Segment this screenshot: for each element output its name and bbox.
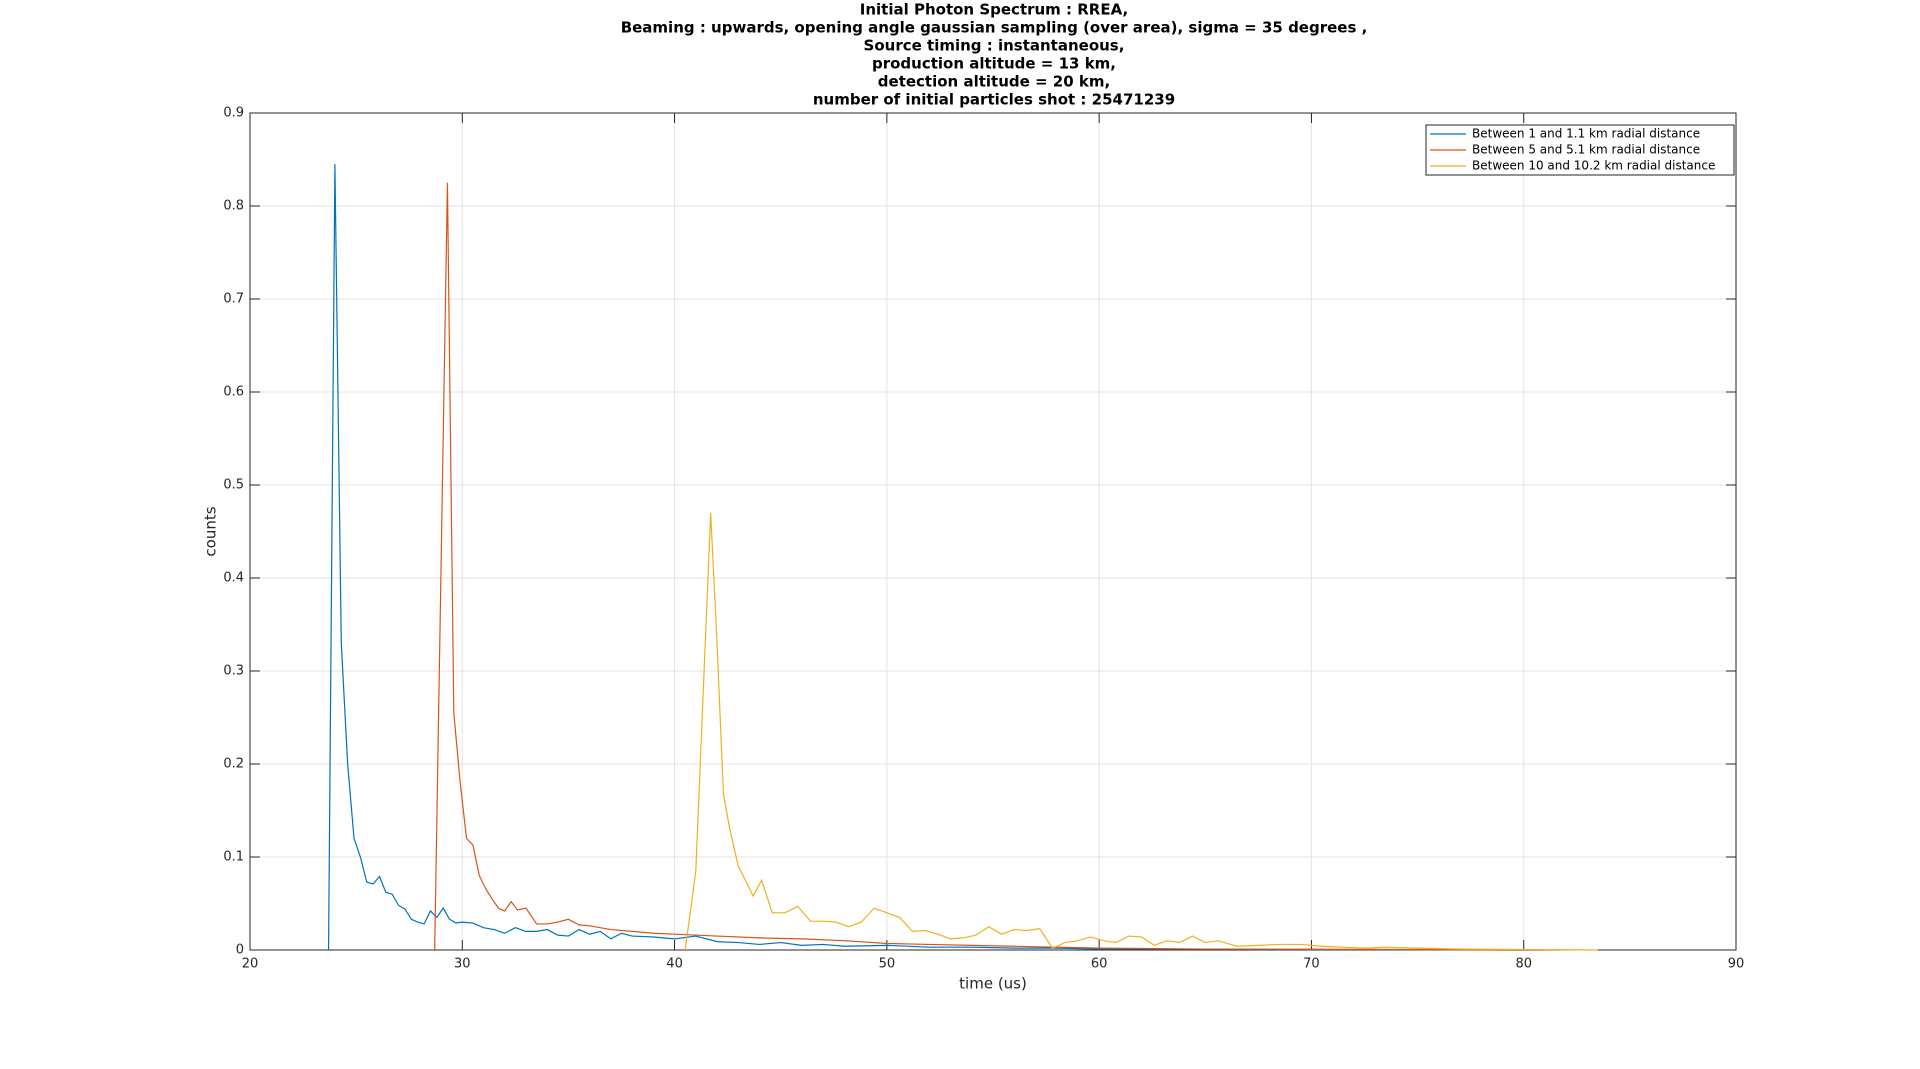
plot-area <box>250 113 1736 950</box>
y-tick-label: 0.7 <box>223 292 244 307</box>
y-tick-label: 0.2 <box>223 757 244 772</box>
x-tick-label: 50 <box>879 957 896 972</box>
y-tick-label: 0.4 <box>223 571 244 586</box>
data-line <box>434 182 1514 951</box>
x-tick-label: 40 <box>666 957 683 972</box>
legend-label: Between 10 and 10.2 km radial distance <box>1472 159 1715 173</box>
y-tick-label: 0.5 <box>223 478 244 493</box>
y-tick-label: 0.1 <box>223 850 244 865</box>
x-tick-label: 60 <box>1091 957 1108 972</box>
x-tick-label: 90 <box>1728 957 1745 972</box>
x-tick-label: 70 <box>1303 957 1320 972</box>
chart-title: Initial Photon Spectrum : RREA, <box>860 1 1128 19</box>
legend: Between 1 and 1.1 km radial distance Betw… <box>1425 124 1735 176</box>
y-tick-label: 0.9 <box>223 106 244 121</box>
plot-frame <box>249 112 1737 951</box>
legend-label: Between 5 and 5.1 km radial distance <box>1472 143 1700 157</box>
chart-title: production altitude = 13 km, <box>872 55 1116 73</box>
x-tick-label: 80 <box>1515 957 1532 972</box>
data-line <box>327 164 1514 951</box>
legend-label: Between 1 and 1.1 km radial distance <box>1472 127 1700 141</box>
x-axis-label: time (us) <box>959 975 1027 993</box>
y-tick-label: 0.3 <box>223 664 244 679</box>
x-tick-label: 30 <box>454 957 471 972</box>
y-tick-label: 0.6 <box>223 385 244 400</box>
chart-title: Beaming : upwards, opening angle gaussia… <box>621 19 1368 37</box>
y-tick-label: 0.8 <box>223 199 244 214</box>
y-tick-label: 0 <box>236 943 244 958</box>
legend-box <box>1425 124 1735 176</box>
data-line <box>684 512 1599 951</box>
chart-title: Source timing : instantaneous, <box>864 37 1125 55</box>
chart-title: number of initial particles shot : 25471… <box>813 91 1175 109</box>
chart-title: detection altitude = 20 km, <box>878 73 1110 91</box>
x-tick-label: 20 <box>242 957 259 972</box>
y-axis-label: counts <box>202 506 220 556</box>
